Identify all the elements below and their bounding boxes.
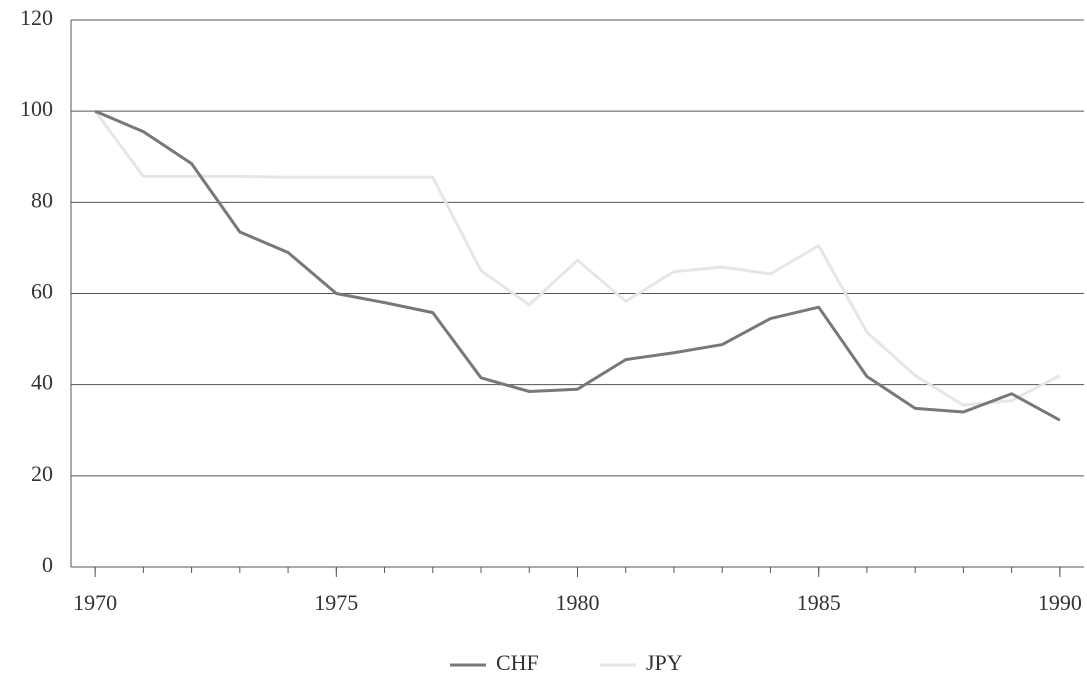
x-tick-label: 1970 bbox=[73, 590, 117, 615]
y-tick-label: 60 bbox=[31, 279, 53, 304]
legend-label: JPY bbox=[646, 650, 683, 675]
y-tick-label: 0 bbox=[42, 552, 53, 577]
x-tick-label: 1975 bbox=[314, 590, 358, 615]
y-tick-label: 20 bbox=[31, 461, 53, 486]
x-tick-label: 1980 bbox=[556, 590, 600, 615]
y-tick-label: 40 bbox=[31, 370, 53, 395]
y-tick-label: 120 bbox=[20, 5, 53, 30]
series-line bbox=[93, 110, 1061, 407]
y-tick-label: 100 bbox=[20, 96, 53, 121]
x-tick-label: 1990 bbox=[1038, 590, 1082, 615]
x-tick-label: 1985 bbox=[797, 590, 841, 615]
legend-label: CHF bbox=[496, 650, 539, 675]
series-line bbox=[94, 109, 1061, 422]
y-tick-label: 80 bbox=[31, 187, 53, 212]
